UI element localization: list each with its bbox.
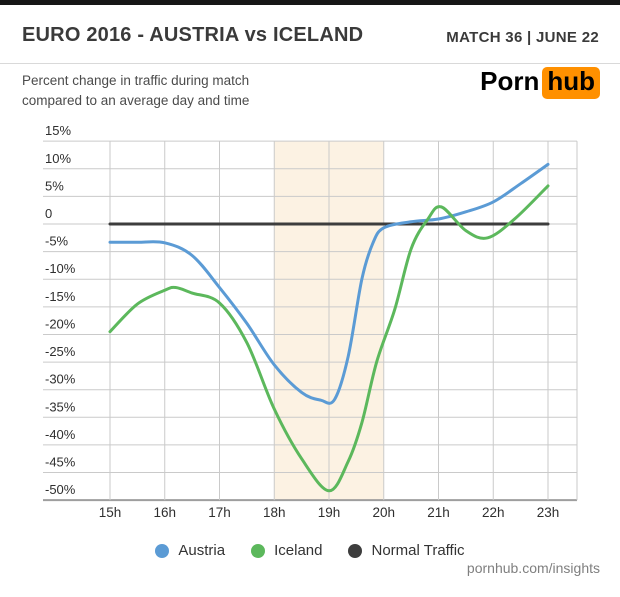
y-tick-label: 10% (45, 151, 71, 166)
y-tick-label: -5% (45, 234, 69, 249)
chart-legend: Austria Iceland Normal Traffic (0, 542, 620, 559)
y-tick-label: -45% (45, 455, 76, 470)
x-tick-label: 18h (263, 505, 286, 520)
x-tick-label: 20h (372, 505, 395, 520)
y-tick-label: -35% (45, 399, 76, 414)
x-tick-label: 21h (427, 505, 450, 520)
y-tick-label: 15% (45, 123, 71, 138)
traffic-line-chart: 15% 10% 5% 0 -5% -10% -15% -20% -25% -30% -35% -40%… (0, 0, 620, 597)
y-tick-label: -25% (45, 344, 76, 359)
legend-label: Normal Traffic (371, 542, 464, 559)
x-tick-label: 16h (153, 505, 176, 520)
x-tick-label: 23h (537, 505, 560, 520)
y-tick-label: -50% (45, 482, 76, 497)
legend-item-austria: Austria (155, 542, 225, 559)
y-tick-label: -15% (45, 289, 76, 304)
x-tick-label: 15h (99, 505, 122, 520)
y-tick-label: -40% (45, 427, 76, 442)
legend-label: Iceland (274, 542, 322, 559)
legend-label: Austria (178, 542, 225, 559)
legend-dot-icon (155, 544, 169, 558)
y-tick-label: 5% (45, 178, 64, 193)
y-tick-label: -10% (45, 261, 76, 276)
legend-dot-icon (348, 544, 362, 558)
legend-dot-icon (251, 544, 265, 558)
insights-url: pornhub.com/insights (467, 560, 600, 576)
y-tick-label: -30% (45, 372, 76, 387)
x-tick-label: 17h (208, 505, 231, 520)
x-tick-label: 22h (482, 505, 505, 520)
y-tick-label: 0 (45, 206, 52, 221)
legend-item-normal-traffic: Normal Traffic (348, 542, 464, 559)
legend-item-iceland: Iceland (251, 542, 322, 559)
x-tick-label: 19h (318, 505, 341, 520)
y-tick-label: -20% (45, 316, 76, 331)
